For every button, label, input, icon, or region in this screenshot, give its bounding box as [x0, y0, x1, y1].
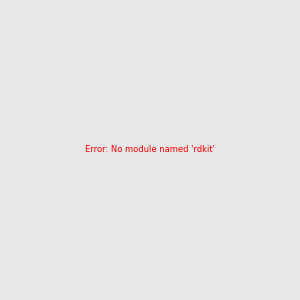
- Text: Error: No module named 'rdkit': Error: No module named 'rdkit': [85, 146, 215, 154]
